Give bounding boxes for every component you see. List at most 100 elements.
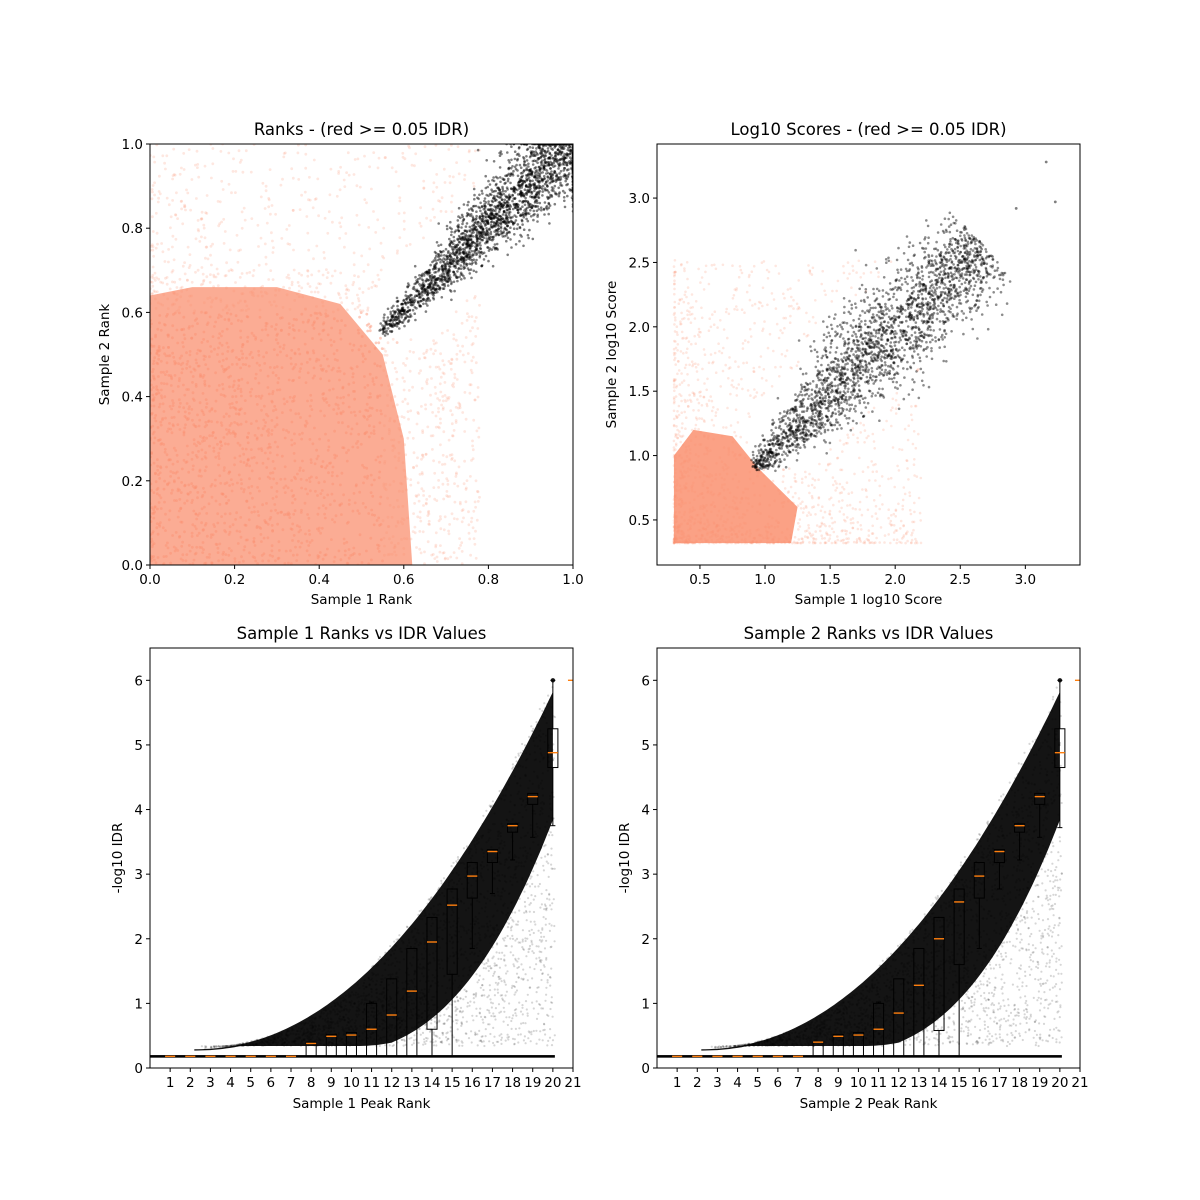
low-idr-point xyxy=(233,389,237,392)
low-idr-point xyxy=(195,317,199,321)
low-idr-point xyxy=(282,347,285,350)
high-idr-point xyxy=(464,252,468,255)
low-idr-point xyxy=(787,304,791,308)
low-idr-point xyxy=(270,303,273,307)
low-idr-point xyxy=(404,453,408,457)
low-idr-point xyxy=(282,397,286,401)
low-idr-point xyxy=(151,374,155,378)
low-idr-point xyxy=(304,307,307,311)
low-idr-point xyxy=(196,228,200,231)
low-idr-point xyxy=(322,392,326,395)
low-idr-point xyxy=(289,362,293,366)
low-idr-point xyxy=(190,408,194,411)
low-idr-point xyxy=(242,488,246,491)
low-idr-point xyxy=(288,243,292,246)
high-idr-point xyxy=(523,203,527,207)
high-idr-point xyxy=(425,271,429,275)
high-idr-point xyxy=(401,321,405,324)
low-idr-point xyxy=(169,475,173,478)
low-idr-point xyxy=(217,224,221,228)
low-idr-point xyxy=(285,429,288,432)
low-idr-point xyxy=(439,417,442,421)
low-idr-point xyxy=(782,501,786,504)
low-idr-point xyxy=(194,512,198,516)
low-idr-point xyxy=(337,170,341,173)
low-idr-point xyxy=(275,481,279,485)
low-idr-point xyxy=(345,287,349,291)
low-idr-point xyxy=(202,435,206,439)
low-idr-point xyxy=(207,420,210,423)
low-idr-point xyxy=(193,424,197,428)
low-idr-point xyxy=(273,503,277,506)
high-idr-point xyxy=(429,288,433,292)
low-idr-point xyxy=(870,515,874,518)
low-idr-point xyxy=(171,471,175,475)
high-idr-point xyxy=(461,220,465,223)
low-idr-point xyxy=(388,419,392,423)
high-idr-point xyxy=(534,154,537,157)
low-idr-point xyxy=(378,364,382,368)
high-idr-point xyxy=(404,316,408,320)
low-idr-point xyxy=(440,403,443,407)
low-idr-point xyxy=(156,439,160,442)
low-idr-point xyxy=(165,370,169,373)
high-idr-point xyxy=(514,206,517,210)
high-idr-point xyxy=(468,225,472,229)
low-idr-point xyxy=(420,457,423,461)
low-idr-point xyxy=(693,490,697,494)
low-idr-point xyxy=(294,477,297,481)
low-idr-point xyxy=(453,459,457,463)
high-idr-point xyxy=(564,161,567,164)
high-idr-point xyxy=(513,157,517,161)
low-idr-point xyxy=(205,245,209,249)
high-idr-point xyxy=(536,205,540,208)
low-idr-point xyxy=(412,465,415,469)
low-idr-point xyxy=(312,158,316,162)
high-idr-point xyxy=(441,280,444,283)
high-idr-point xyxy=(553,184,557,188)
low-idr-point xyxy=(401,155,405,159)
y-tick-label: 0.0 xyxy=(122,558,143,574)
low-idr-point xyxy=(476,490,480,494)
low-idr-point xyxy=(677,302,681,306)
low-idr-point xyxy=(246,335,250,339)
low-idr-point xyxy=(210,407,214,410)
high-idr-point xyxy=(523,209,526,212)
low-idr-point xyxy=(219,300,223,303)
high-idr-point xyxy=(451,242,455,245)
low-idr-point xyxy=(256,486,259,489)
low-idr-point xyxy=(363,375,366,378)
high-idr-point xyxy=(455,249,459,252)
low-idr-point xyxy=(197,175,201,179)
low-idr-point xyxy=(345,521,349,525)
low-idr-point xyxy=(353,274,356,277)
low-idr-point xyxy=(154,211,158,215)
low-idr-point xyxy=(306,274,310,278)
low-idr-point xyxy=(288,512,291,516)
high-idr-point xyxy=(443,284,447,288)
low-idr-point xyxy=(370,286,374,289)
high-idr-point xyxy=(453,289,456,293)
high-idr-point xyxy=(566,148,570,152)
low-idr-point xyxy=(194,486,198,489)
high-idr-point xyxy=(469,233,473,237)
low-idr-point xyxy=(270,399,274,403)
low-idr-point xyxy=(157,196,161,200)
high-idr-point xyxy=(459,264,463,267)
low-idr-point xyxy=(182,152,186,155)
high-idr-point xyxy=(502,210,506,213)
low-idr-point xyxy=(192,509,196,513)
low-idr-point xyxy=(422,187,426,190)
high-idr-point xyxy=(561,162,564,166)
low-idr-point xyxy=(252,539,256,543)
low-idr-point xyxy=(699,430,703,434)
low-idr-point xyxy=(155,492,159,496)
high-idr-point xyxy=(403,324,406,328)
low-idr-point xyxy=(386,341,390,345)
low-idr-point xyxy=(261,559,265,563)
low-idr-point xyxy=(301,295,305,299)
high-idr-point xyxy=(558,163,562,167)
low-idr-point xyxy=(153,271,157,275)
low-idr-point xyxy=(171,302,175,306)
low-idr-point xyxy=(417,493,420,497)
